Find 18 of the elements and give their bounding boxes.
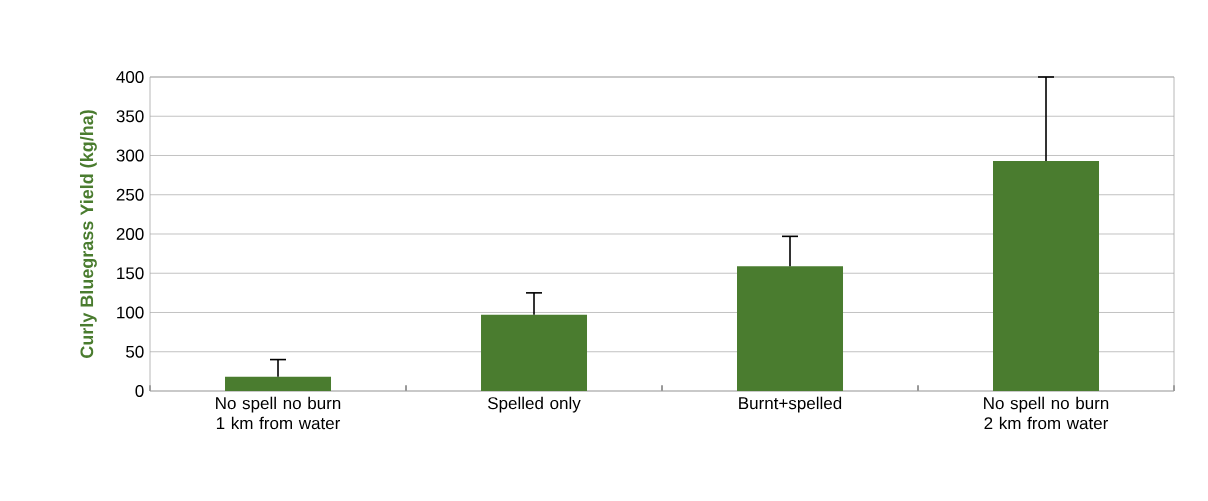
- bar: [993, 160, 1100, 391]
- y-tick-label: 0: [135, 384, 144, 397]
- bar: [481, 314, 588, 391]
- bar: [737, 266, 844, 391]
- x-tick-label: Spelled only: [488, 396, 581, 413]
- y-axis-title: Curly Bluegrass Yield (kg/ha): [79, 110, 97, 358]
- y-tick-label: 150: [117, 267, 144, 280]
- x-tick-label: Burnt+spelled: [739, 396, 842, 413]
- x-tick-label: No spell no burn 1 km from water: [216, 396, 341, 430]
- y-tick-label: 300: [116, 149, 144, 162]
- y-tick-label: 400: [116, 70, 144, 84]
- y-tick-label: 200: [116, 227, 144, 240]
- y-tick-label: 350: [116, 110, 144, 123]
- y-tick-label: 250: [116, 188, 144, 201]
- y-tick-label: 100: [117, 306, 144, 319]
- y-tick-label: 50: [126, 345, 144, 358]
- bar: [225, 376, 332, 391]
- x-tick-label: No spell no burn 2 km from water: [984, 396, 1109, 430]
